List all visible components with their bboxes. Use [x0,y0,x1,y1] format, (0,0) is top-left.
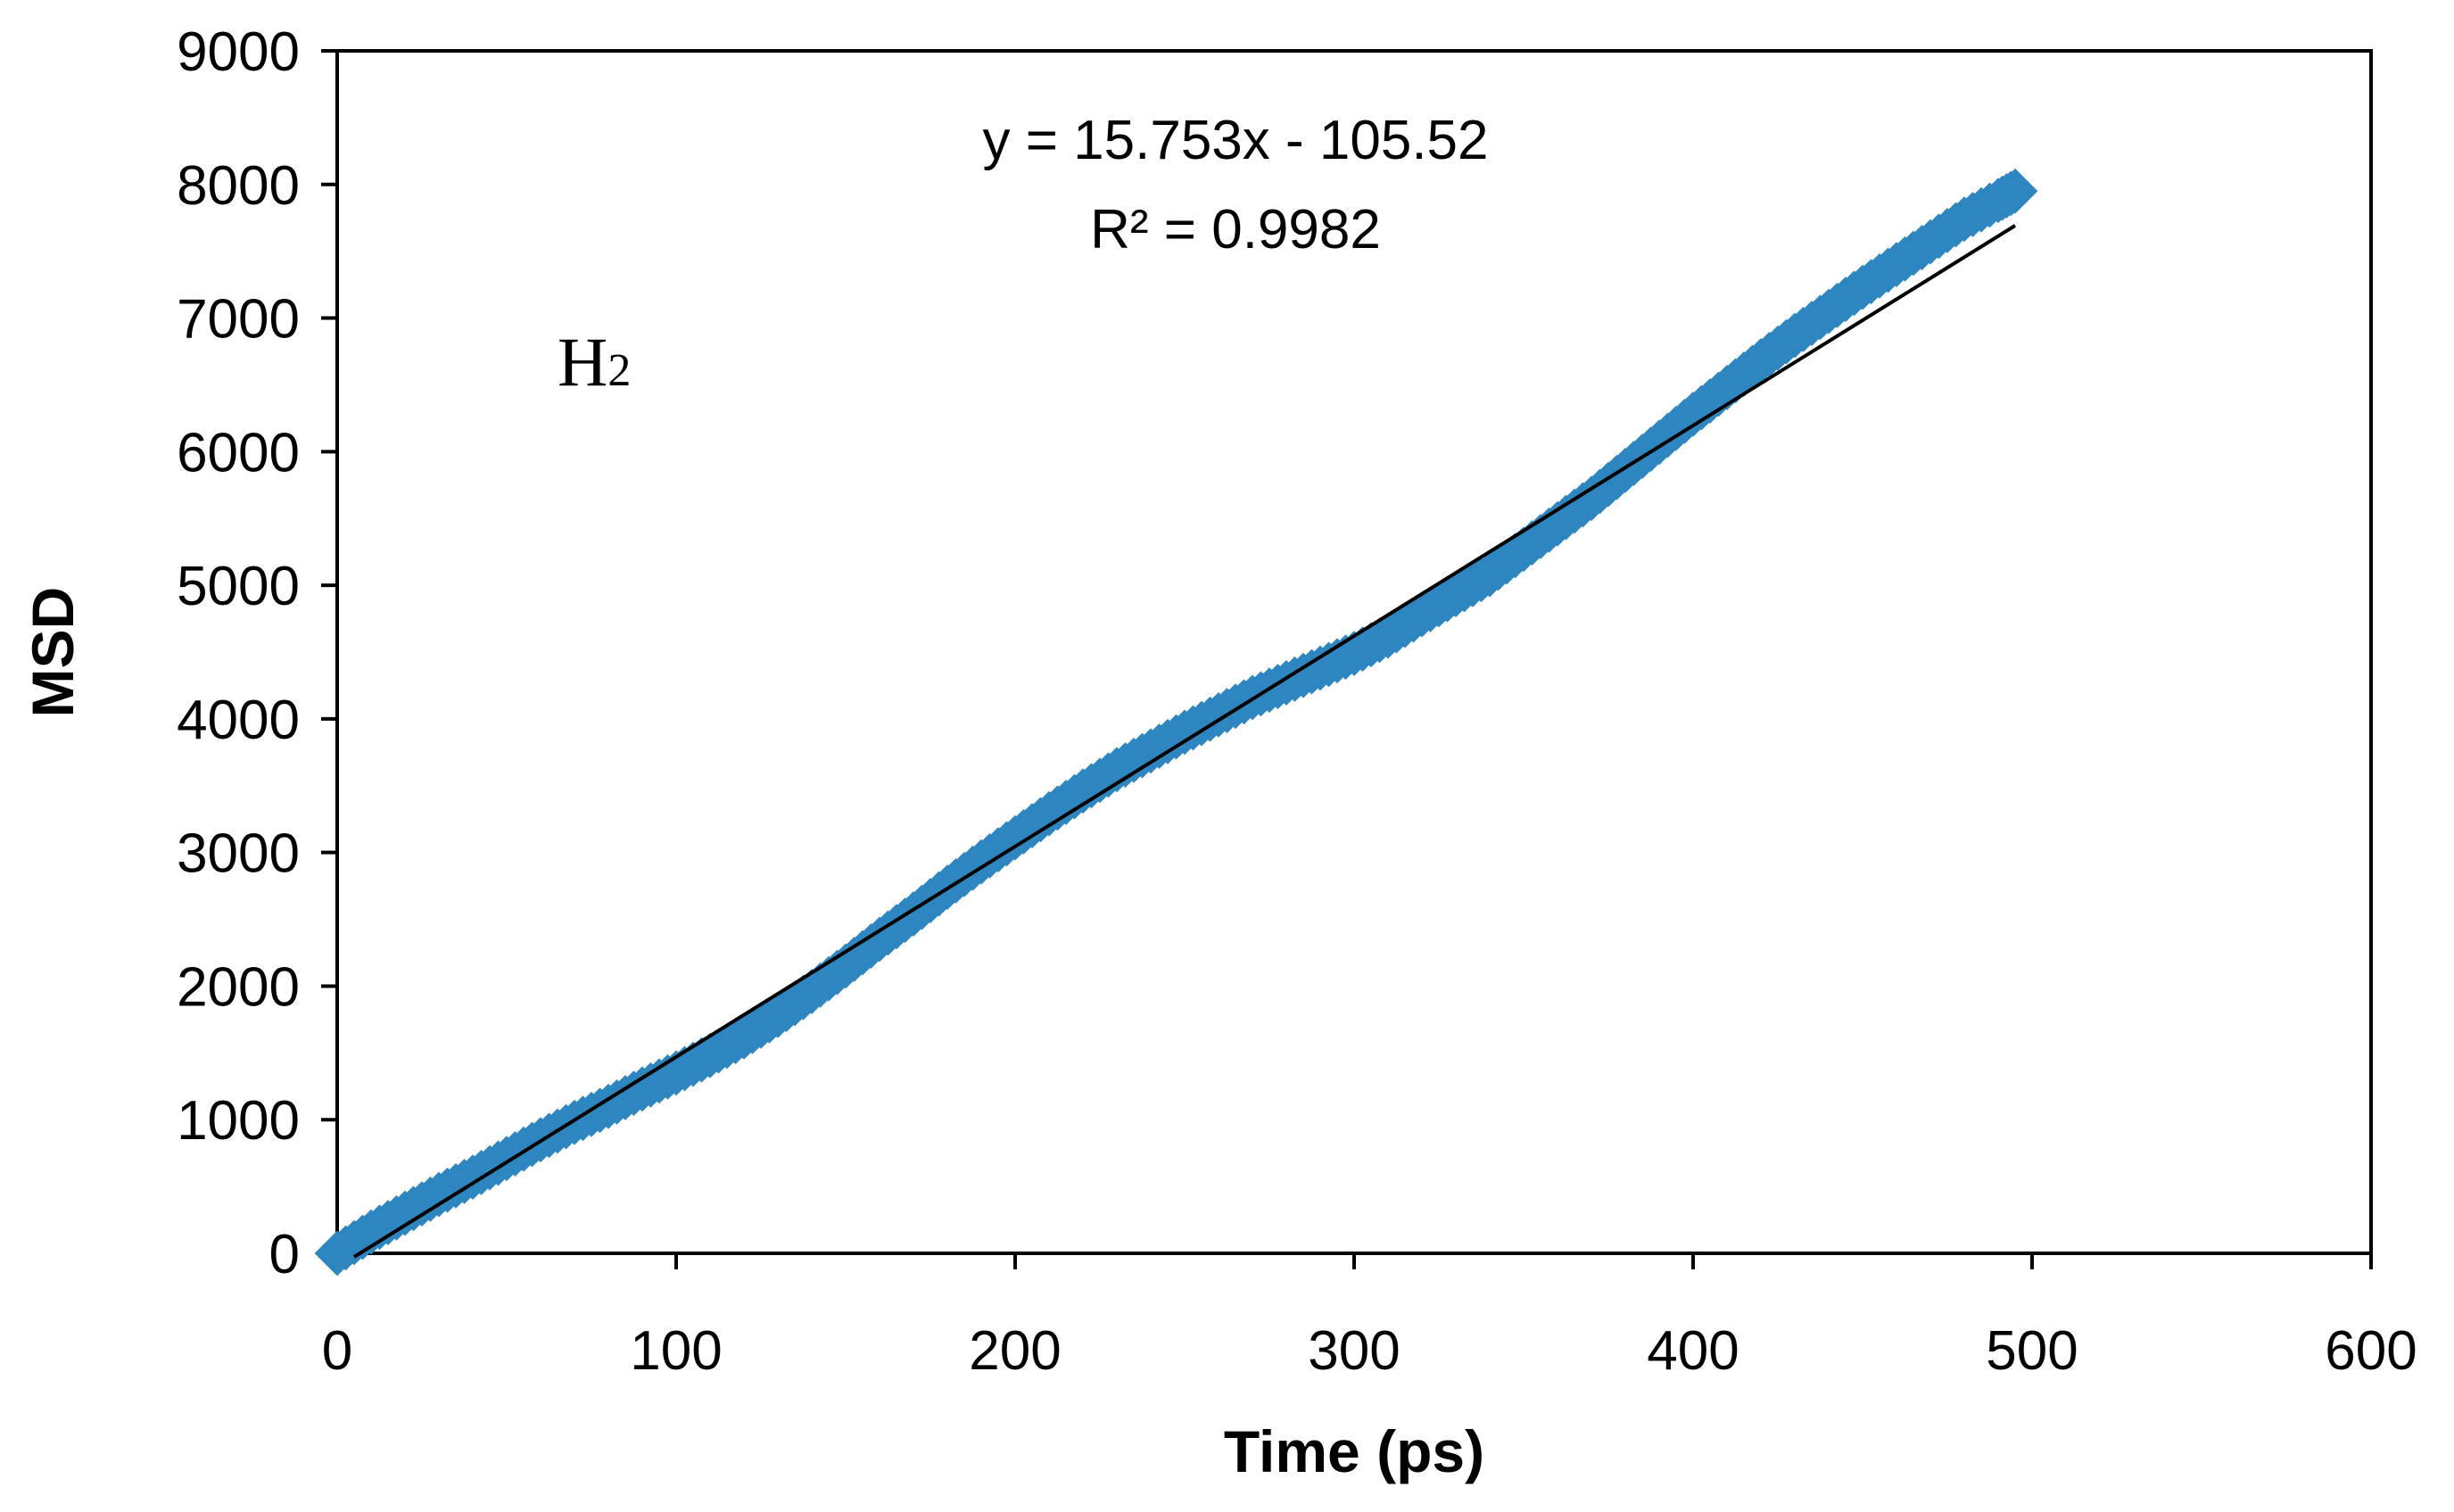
y-axis-title: MSD [20,587,86,718]
y-tick-label: 6000 [177,422,300,483]
x-tick-label: 600 [2325,1320,2417,1382]
y-tick-label: 8000 [177,155,300,217]
trendline-equation: y = 15.753x - 105.52 [982,110,1488,171]
y-tick-label: 2000 [177,956,300,1018]
x-axis: 0 100 200 300 400 500 600 [322,1253,2417,1382]
y-tick-label: 9000 [177,21,300,83]
y-tick-label: 4000 [177,690,300,751]
y-tick-label: 7000 [177,289,300,351]
x-tick-label: 100 [630,1320,722,1382]
y-tick-label: 0 [269,1224,300,1285]
x-tick-label: 200 [969,1320,1061,1382]
x-axis-title: Time (ps) [1224,1418,1484,1484]
x-tick-label: 500 [1986,1320,2078,1382]
x-tick-label: 300 [1308,1320,1400,1382]
y-tick-label: 3000 [177,823,300,885]
x-tick-label: 0 [322,1320,352,1382]
r-squared-label: R² = 0.9982 [1090,199,1381,260]
y-axis: 0 1000 2000 3000 4000 5000 6000 7000 8000 9000 [177,21,337,1285]
y-tick-label: 5000 [177,556,300,617]
x-tick-label: 400 [1647,1320,1739,1382]
msd-chart: 0 1000 2000 3000 4000 5000 6000 7000 8000 9000 0 1… [0,0,2454,1512]
y-tick-label: 1000 [177,1090,300,1152]
